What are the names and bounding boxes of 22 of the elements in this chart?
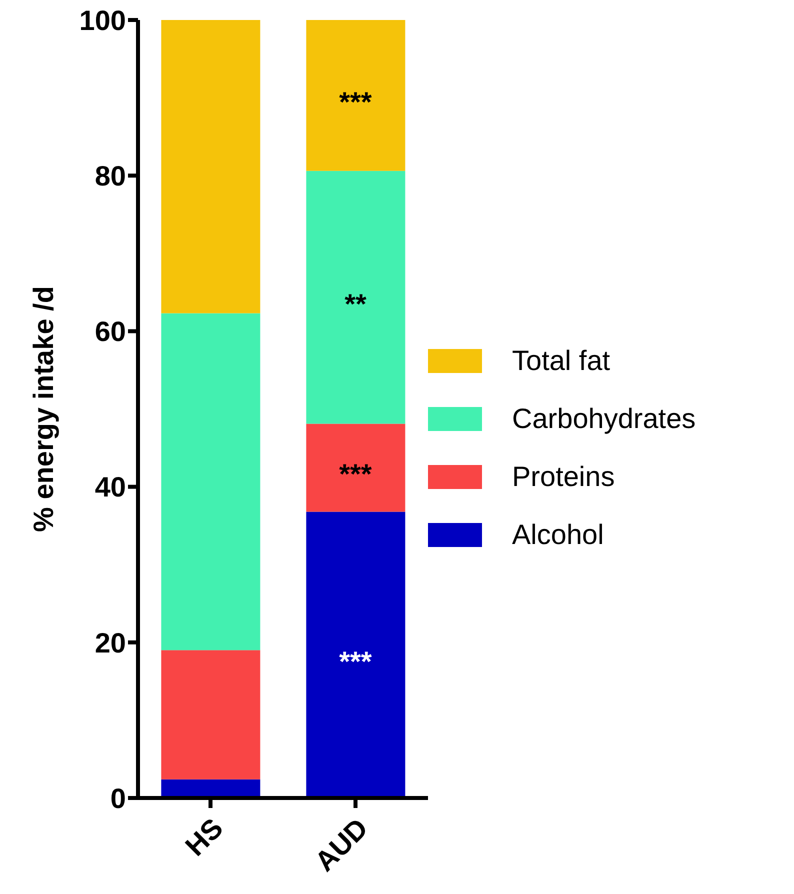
legend-label: Carbohydrates <box>512 403 696 435</box>
y-tick-label: 40 <box>94 472 126 503</box>
bar <box>306 424 406 512</box>
y-tick-label: 20 <box>94 627 126 658</box>
bar <box>306 20 406 171</box>
bar <box>306 170 406 424</box>
y-axis-title: % energy intake /d <box>28 286 59 532</box>
annotation: *** <box>339 86 372 118</box>
y-tick-label: 0 <box>110 782 126 814</box>
bar <box>161 20 260 314</box>
y-tick-label: 100 <box>79 4 126 36</box>
y-tick-label: 60 <box>94 316 126 348</box>
y-tick-label: 80 <box>94 160 126 192</box>
bar <box>161 313 260 650</box>
legend-label: Total fat <box>512 345 610 377</box>
bar <box>161 650 260 780</box>
annotation: *** <box>339 458 372 490</box>
x-tick-label: HS <box>179 812 229 862</box>
legend-label: Alcohol <box>512 519 604 551</box>
annotation: ** <box>344 288 366 320</box>
legend-label: Proteins <box>512 461 615 493</box>
annotation: *** <box>339 646 372 677</box>
